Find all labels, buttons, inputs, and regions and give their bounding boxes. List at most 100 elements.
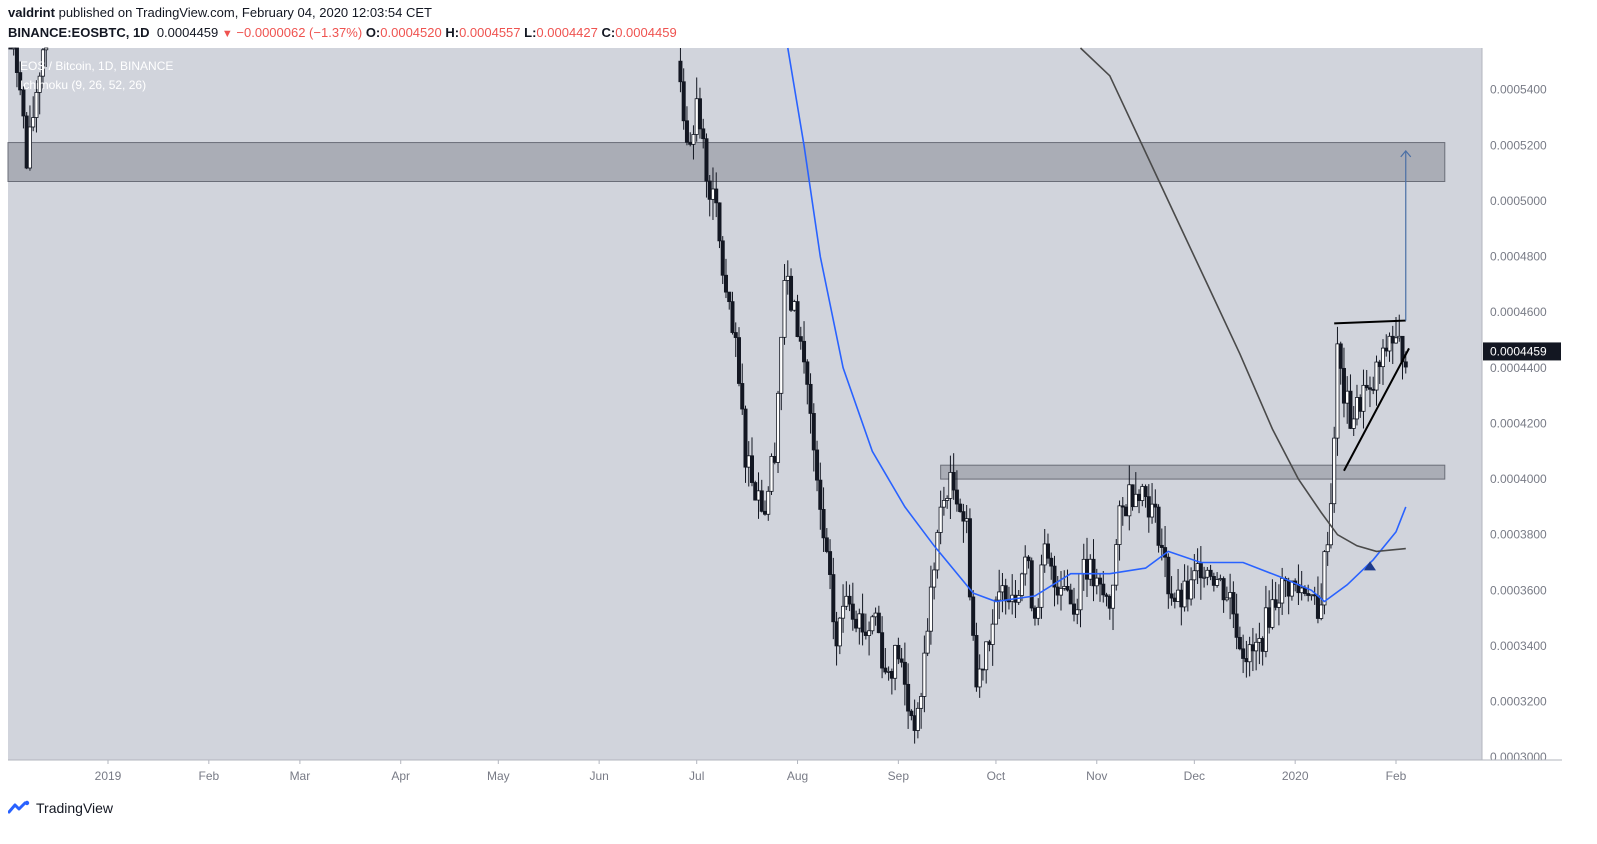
candle-body xyxy=(928,586,933,632)
candle-body xyxy=(1153,503,1158,508)
close-label: C: xyxy=(601,25,616,40)
candle-body xyxy=(925,630,930,654)
candle-body xyxy=(954,489,959,505)
footer-brand[interactable]: TradingView xyxy=(8,800,113,816)
candle-body xyxy=(1127,484,1132,517)
candle-body xyxy=(704,138,709,182)
down-triangle-icon: ▼ xyxy=(221,28,233,40)
candle-body xyxy=(789,275,794,311)
candle-body xyxy=(828,551,833,575)
candle-body xyxy=(1273,599,1278,608)
candle-body xyxy=(974,635,979,688)
low-value: 0.0004427 xyxy=(536,25,598,40)
candle-body xyxy=(912,715,917,731)
candle-body xyxy=(1377,361,1382,368)
close-value: 0.0004459 xyxy=(615,25,677,40)
candle-body xyxy=(1104,594,1109,597)
candle-body xyxy=(1052,565,1057,588)
candle-body xyxy=(1221,578,1226,601)
candle-body xyxy=(1075,609,1080,615)
candle-body xyxy=(902,661,907,685)
high-label: H: xyxy=(445,25,460,40)
price-axis-bg xyxy=(1482,48,1562,760)
candle-body xyxy=(1107,596,1112,609)
candle-body xyxy=(44,47,49,51)
candle-body xyxy=(1286,580,1291,597)
candle-body xyxy=(1325,544,1330,553)
high-value: 0.0004557 xyxy=(459,25,521,40)
candle-body xyxy=(736,337,741,384)
candle-body xyxy=(11,47,16,50)
candle-body xyxy=(1072,603,1077,615)
candle-body xyxy=(1032,607,1037,619)
candle-body xyxy=(883,667,888,673)
candle-body xyxy=(707,180,712,200)
candle-body xyxy=(1159,544,1164,548)
candle-body xyxy=(756,490,761,501)
candle-body xyxy=(1117,505,1122,545)
y-tick-label: 0.0003600 xyxy=(1490,583,1547,597)
candle-body xyxy=(990,623,995,645)
candle-body xyxy=(795,301,800,337)
candle-body xyxy=(746,455,751,468)
candle-body xyxy=(867,630,872,636)
candle-body xyxy=(880,632,885,669)
tradingview-logo-icon xyxy=(8,800,30,814)
price-axis[interactable]: 0.0005400 0.0005200 0.0005000 0.0004800 0.00… xyxy=(1481,48,1562,764)
candle-body xyxy=(717,202,722,242)
x-tick-label: 2020 xyxy=(1282,769,1309,783)
candle-body xyxy=(750,455,755,483)
candle-body xyxy=(1354,397,1359,420)
candle-body xyxy=(1237,636,1242,650)
candle-body xyxy=(27,126,32,169)
candle-body xyxy=(24,115,29,169)
x-tick-label: Mar xyxy=(290,769,311,783)
candle-body xyxy=(772,456,777,463)
candle-body xyxy=(1039,564,1044,608)
y-tick-label: 0.0005200 xyxy=(1490,138,1547,152)
y-tick-label: 0.0004200 xyxy=(1490,416,1547,430)
candle-body xyxy=(841,605,846,619)
candle-body xyxy=(857,613,862,629)
candle-body xyxy=(1211,576,1216,586)
candle-body xyxy=(1140,486,1145,501)
candle-body xyxy=(1198,563,1203,579)
candle-body xyxy=(1299,587,1304,594)
candle-body xyxy=(824,537,829,552)
author-name[interactable]: valdrint xyxy=(8,5,55,20)
candle-body xyxy=(769,456,774,492)
candle-body xyxy=(1000,585,1005,593)
publish-header: valdrint published on TradingView.com, F… xyxy=(8,5,432,20)
x-tick-label: Jul xyxy=(689,769,704,783)
candle-body xyxy=(701,128,706,140)
candle-body xyxy=(8,47,13,50)
candle-body xyxy=(1042,543,1047,566)
x-tick-label: Dec xyxy=(1184,769,1205,783)
candle-body xyxy=(1120,505,1125,508)
candle-body xyxy=(1319,604,1324,619)
candle-body xyxy=(1280,578,1285,604)
candle-body xyxy=(1176,589,1181,602)
candle-body xyxy=(37,75,42,93)
candle-body xyxy=(688,141,693,145)
candle-body xyxy=(1341,367,1346,404)
candle-body xyxy=(1371,388,1376,391)
candle-body xyxy=(1026,556,1031,562)
candle-body xyxy=(1055,586,1060,596)
candle-body xyxy=(1263,607,1268,652)
y-tick-label: 0.0003200 xyxy=(1490,695,1547,709)
time-axis[interactable]: 2019 Feb Mar Apr May Jun Jul Aug Sep Oct Nov Dec 202… xyxy=(8,759,1562,788)
candle-body xyxy=(971,596,976,636)
candle-body xyxy=(834,621,839,647)
candle-body xyxy=(1234,613,1239,638)
legend-indicator: Ichimoku (9, 26, 52, 26) xyxy=(20,78,146,92)
candle-body xyxy=(961,511,966,522)
candle-body xyxy=(694,98,699,135)
candle-body xyxy=(1094,577,1099,587)
resistance-zone xyxy=(7,142,1446,182)
candle-body xyxy=(21,89,26,117)
x-tick-label: Feb xyxy=(1386,769,1407,783)
x-tick-label: May xyxy=(487,769,510,783)
candle-body xyxy=(1332,437,1337,505)
